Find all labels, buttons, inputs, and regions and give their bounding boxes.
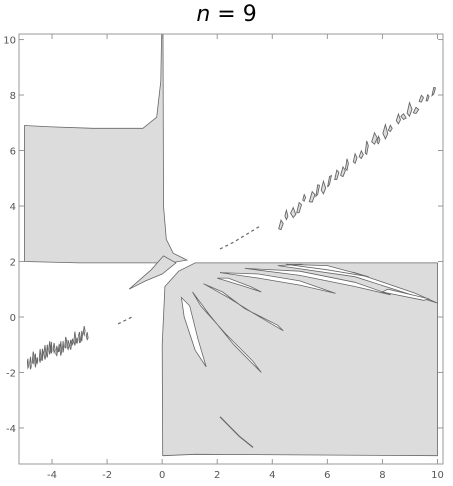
lobe-2 xyxy=(192,291,262,373)
lower-left-band-blob xyxy=(43,345,47,360)
lower-left-band-blob xyxy=(50,341,53,354)
lower-left-band-blob xyxy=(46,344,49,358)
lobe-6 xyxy=(244,268,391,296)
x-tick-label: -2 xyxy=(102,470,112,481)
lobe-1 xyxy=(180,296,207,368)
lower-left-band-blob xyxy=(29,356,32,370)
lower-left-band xyxy=(26,326,89,370)
x-tick-label: -4 xyxy=(47,470,57,481)
y-tick-label: -4 xyxy=(6,424,16,435)
upper-right-band-blob xyxy=(296,201,303,214)
lower-left-band-blob xyxy=(78,331,81,344)
upper-right-band-blob xyxy=(290,206,297,219)
upper-right-band-blob xyxy=(284,208,289,221)
lower-left-band-blob xyxy=(52,342,56,355)
lobe-5 xyxy=(219,272,336,294)
upper-right-band-blob xyxy=(358,149,364,160)
upper-right-band-blob xyxy=(302,193,307,202)
lower-left-band-blob xyxy=(80,330,83,343)
upper-right-band-blob xyxy=(345,158,349,172)
lobe-9 xyxy=(286,263,369,278)
upper-left-region xyxy=(24,34,189,264)
y-tick-label: 4 xyxy=(10,202,16,213)
lobe-4 xyxy=(217,277,262,293)
title-variable: n xyxy=(196,2,211,27)
lower-left-band-blob xyxy=(82,326,86,337)
shaded-regions-group xyxy=(24,34,438,457)
upper-right-band-blob xyxy=(387,124,393,133)
upper-right-band-blob xyxy=(382,122,389,140)
lower-left-band-blob xyxy=(34,353,37,368)
axes-group: -4 -2 0 2 4 6 8 10 -4 -2 0 2 4 6 8 10 xyxy=(3,34,444,481)
x-tick-label: 4 xyxy=(269,470,275,481)
lower-left-band-blob xyxy=(59,341,63,356)
upper-right-band-blob xyxy=(364,140,369,156)
upper-right-band-blob xyxy=(308,190,316,203)
lower-left-band-blob xyxy=(66,339,70,351)
lower-left-band-blob xyxy=(64,336,68,349)
dash-upper xyxy=(219,224,262,250)
lower-left-band-blob xyxy=(41,348,44,361)
lobe-3 xyxy=(203,283,284,332)
upper-right-band-blob xyxy=(412,106,420,115)
x-tick-label: 2 xyxy=(214,470,220,481)
dash-lower xyxy=(117,316,133,325)
lower-left-band-blob xyxy=(36,357,39,365)
lobe-8 xyxy=(381,288,430,301)
lower-left-band-blob xyxy=(73,331,77,346)
lower-left-band-blob xyxy=(26,358,29,370)
lower-left-band-blob xyxy=(38,348,42,363)
upper-right-band-blob xyxy=(371,131,378,145)
upper-right-band-blob xyxy=(418,94,425,103)
x-tick-label: 0 xyxy=(159,470,165,481)
upper-right-band-blob xyxy=(406,101,413,118)
upper-right-band-blob xyxy=(315,184,321,198)
title-value: 9 xyxy=(242,2,257,27)
y-tick-label: 6 xyxy=(10,147,16,158)
title-equals: = xyxy=(210,2,243,27)
upper-right-band-blob xyxy=(395,112,401,125)
lower-left-band-blob xyxy=(31,351,35,365)
upper-right-band xyxy=(278,86,437,231)
y-tick-label: 10 xyxy=(3,36,16,47)
upper-right-band-blob xyxy=(327,174,333,188)
bottom-stroke xyxy=(219,416,254,448)
lower-left-band-blob xyxy=(55,345,59,357)
upper-right-band-blob xyxy=(352,152,358,165)
x-tick-label: 6 xyxy=(324,470,330,481)
x-tick-label: 10 xyxy=(431,470,444,481)
lower-left-band-blob xyxy=(71,338,74,346)
chart-title: n = 9 xyxy=(0,2,453,27)
x-tick-label: 8 xyxy=(379,470,385,481)
lower-right-region xyxy=(161,262,438,457)
y-tick-label: -2 xyxy=(6,368,16,379)
lower-left-band-blob xyxy=(75,337,79,345)
central-spike xyxy=(128,255,177,290)
upper-right-band-blob xyxy=(400,112,407,120)
lower-left-band-blob xyxy=(69,339,72,350)
y-tick-label: 8 xyxy=(10,91,16,102)
upper-right-band-blob xyxy=(376,134,381,145)
plot-frame xyxy=(18,33,444,465)
lower-left-band-blob xyxy=(48,341,51,355)
upper-right-band-blob xyxy=(278,218,284,231)
lower-left-band-blob xyxy=(85,332,89,341)
upper-right-band-blob xyxy=(334,169,340,180)
upper-right-band-blob xyxy=(320,179,327,195)
upper-right-band-blob xyxy=(340,165,346,178)
y-tick-label: 2 xyxy=(10,257,16,268)
upper-right-band-blob xyxy=(431,86,437,97)
upper-right-band-blob xyxy=(425,93,430,102)
lower-left-band-blob xyxy=(62,340,65,353)
y-tick-label: 0 xyxy=(10,313,16,324)
lobe-7 xyxy=(277,263,438,304)
